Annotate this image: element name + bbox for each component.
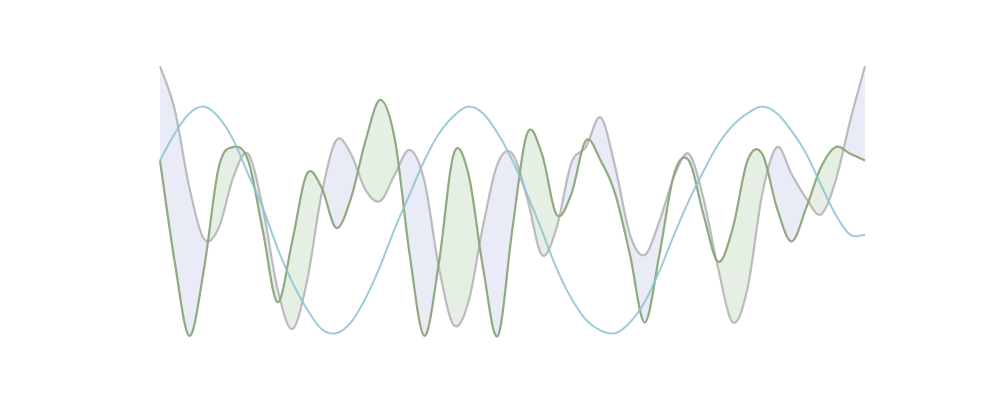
series-line-2 — [158, 98, 866, 338]
area-fills — [160, 66, 865, 337]
series-1-2-fill-a — [160, 66, 865, 337]
series-line-1 — [158, 65, 867, 331]
series-line-3 — [159, 105, 866, 335]
series-lines — [158, 65, 867, 338]
